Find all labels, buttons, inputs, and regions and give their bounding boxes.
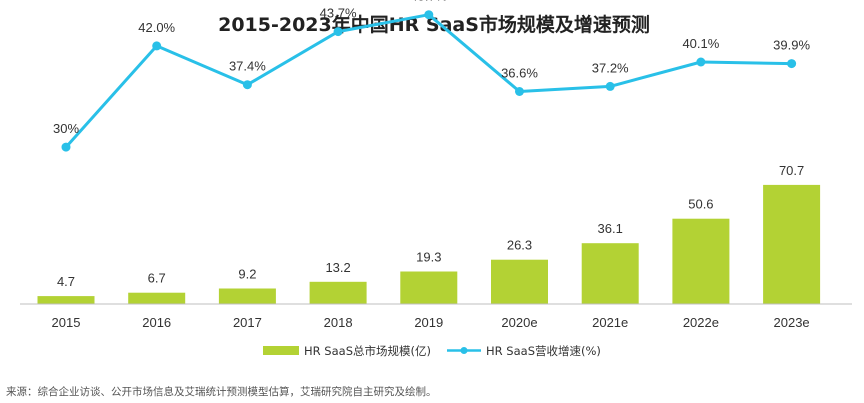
legend-line-marker bbox=[460, 347, 468, 354]
line-point-2018 bbox=[333, 27, 343, 37]
bar-2017 bbox=[218, 288, 276, 304]
bar-value-label-2017: 9.2 bbox=[238, 267, 256, 282]
line-value-label-2022e: 40.1% bbox=[682, 36, 719, 51]
x-tick-label-2019: 2019 bbox=[414, 315, 443, 330]
legend: HR SaaS总市场规模(亿) HR SaaS营收增速(%) bbox=[263, 344, 601, 358]
bar-value-label-2023e: 70.7 bbox=[779, 163, 804, 178]
line-point-2017 bbox=[242, 80, 252, 90]
x-tick-label-2017: 2017 bbox=[233, 315, 262, 330]
line-value-label-2018: 43.7% bbox=[320, 6, 357, 21]
bar-value-label-2021e: 36.1 bbox=[598, 221, 623, 236]
bar-value-label-2019: 19.3 bbox=[416, 250, 441, 265]
x-tick-label-2020e: 2020e bbox=[501, 315, 537, 330]
line-value-label-2019: 45.7% bbox=[410, 0, 447, 4]
bar-value-label-2015: 4.7 bbox=[57, 274, 75, 289]
bar-value-label-2022e: 50.6 bbox=[688, 197, 713, 212]
line-point-2022e bbox=[696, 57, 706, 67]
x-tick-label-2021e: 2021e bbox=[592, 315, 628, 330]
chart-title: 2015-2023年中国HR SaaS市场规模及增速预测 bbox=[218, 13, 650, 36]
line-value-label-2017: 37.4% bbox=[229, 59, 266, 74]
line-series: 30% 42.0% 37.4% 43.7% 45.7% 36.6% 37.2% 40.1% 39… bbox=[53, 0, 810, 152]
line-point-2021e bbox=[605, 81, 615, 91]
line-value-label-2015: 30% bbox=[53, 121, 79, 136]
bar-2016 bbox=[128, 292, 186, 304]
bar-2021e bbox=[581, 243, 639, 304]
line-value-label-2021e: 37.2% bbox=[592, 60, 629, 75]
line-point-2023e bbox=[787, 59, 797, 69]
bar-2019 bbox=[400, 271, 458, 304]
line-point-2019 bbox=[424, 10, 434, 20]
bar-series: 4.7 6.7 9.2 13.2 19.3 26.3 36.1 50.6 70.7 bbox=[37, 163, 821, 304]
x-tick-label-2015: 2015 bbox=[52, 315, 81, 330]
legend-bar-label: HR SaaS总市场规模(亿) bbox=[304, 344, 431, 358]
line-value-label-2023e: 39.9% bbox=[773, 38, 810, 53]
legend-line-label: HR SaaS营收增速(%) bbox=[486, 344, 601, 358]
bar-2023e bbox=[763, 184, 821, 304]
bar-2020e bbox=[491, 259, 548, 304]
line-point-2020e bbox=[515, 87, 524, 96]
bar-value-label-2016: 6.7 bbox=[148, 271, 166, 286]
bar-value-label-2020e: 26.3 bbox=[507, 238, 532, 253]
line-value-label-2016: 42.0% bbox=[138, 20, 175, 35]
x-tick-label-2022e: 2022e bbox=[683, 315, 719, 330]
bar-2015 bbox=[37, 296, 95, 304]
legend-bar-swatch bbox=[263, 346, 299, 355]
bar-2018 bbox=[309, 281, 367, 304]
line-point-2015 bbox=[61, 142, 71, 152]
line-value-label-2020e: 36.6% bbox=[501, 66, 538, 81]
bar-value-label-2018: 13.2 bbox=[325, 260, 350, 275]
x-tick-label-2023e: 2023e bbox=[774, 315, 810, 330]
x-tick-label-2018: 2018 bbox=[324, 315, 353, 330]
bar-2022e bbox=[672, 218, 730, 304]
source-note: 来源：综合企业访谈、公开市场信息及艾瑞统计预测模型估算，艾瑞研究院自主研究及绘制… bbox=[6, 385, 437, 398]
line-point-2016 bbox=[152, 41, 162, 51]
x-tick-label-2016: 2016 bbox=[142, 315, 171, 330]
x-axis-ticks: 2015 2016 2017 2018 2019 2020e 2021e 2022e 2023e bbox=[52, 315, 810, 330]
